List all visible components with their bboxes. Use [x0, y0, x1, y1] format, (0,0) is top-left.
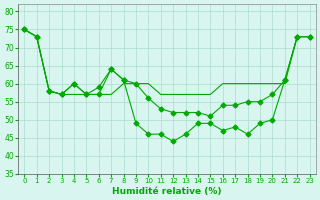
X-axis label: Humidité relative (%): Humidité relative (%)	[112, 187, 222, 196]
